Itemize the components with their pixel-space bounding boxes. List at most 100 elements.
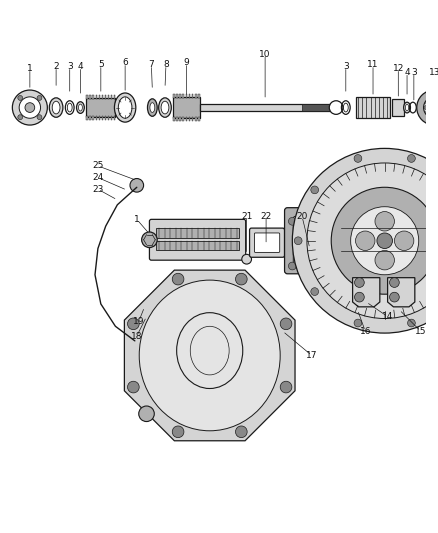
Circle shape: [389, 292, 399, 302]
Ellipse shape: [161, 101, 169, 114]
Bar: [198, 94, 200, 98]
Circle shape: [435, 98, 438, 102]
Circle shape: [19, 97, 41, 118]
Bar: [105, 116, 106, 120]
Ellipse shape: [118, 97, 132, 118]
Circle shape: [311, 288, 318, 295]
Ellipse shape: [77, 102, 84, 114]
Text: 24: 24: [92, 173, 103, 182]
Bar: [156, 241, 239, 251]
Text: 16: 16: [360, 327, 371, 336]
Circle shape: [236, 273, 247, 285]
FancyBboxPatch shape: [149, 220, 246, 260]
Circle shape: [375, 251, 394, 270]
Text: 9: 9: [184, 58, 189, 67]
Bar: [113, 95, 115, 99]
Polygon shape: [124, 270, 295, 441]
Ellipse shape: [114, 93, 136, 122]
Circle shape: [280, 381, 292, 393]
FancyBboxPatch shape: [250, 228, 285, 257]
Text: 14: 14: [382, 312, 393, 321]
Text: 25: 25: [92, 161, 104, 171]
Bar: [189, 117, 190, 121]
Circle shape: [294, 237, 302, 245]
Bar: [195, 94, 197, 98]
Bar: [173, 117, 174, 121]
Circle shape: [426, 110, 430, 115]
Bar: [179, 94, 181, 98]
Ellipse shape: [78, 104, 82, 111]
Text: 2: 2: [53, 62, 59, 71]
Circle shape: [172, 426, 184, 438]
Text: 13: 13: [428, 68, 438, 77]
Circle shape: [417, 90, 438, 125]
Circle shape: [289, 262, 296, 270]
Text: 1: 1: [27, 64, 33, 73]
Bar: [95, 95, 97, 99]
Bar: [186, 94, 187, 98]
Bar: [108, 116, 109, 120]
Ellipse shape: [404, 102, 410, 113]
Circle shape: [307, 163, 438, 319]
Bar: [86, 116, 88, 120]
FancyBboxPatch shape: [285, 208, 344, 274]
Text: 18: 18: [131, 332, 142, 341]
Circle shape: [356, 231, 375, 251]
Circle shape: [430, 98, 434, 102]
Circle shape: [331, 217, 339, 225]
Bar: [86, 95, 88, 99]
Text: 5: 5: [98, 60, 104, 69]
Circle shape: [354, 292, 364, 302]
Bar: [99, 95, 100, 99]
Circle shape: [289, 217, 296, 225]
Circle shape: [424, 97, 438, 118]
Circle shape: [25, 103, 35, 112]
Text: 4: 4: [404, 68, 410, 77]
Ellipse shape: [49, 98, 63, 117]
Circle shape: [18, 115, 23, 119]
Bar: [156, 228, 239, 238]
Ellipse shape: [405, 104, 409, 111]
Text: 23: 23: [92, 185, 104, 193]
Circle shape: [407, 319, 415, 327]
Polygon shape: [353, 278, 380, 307]
Circle shape: [172, 273, 184, 285]
Bar: [392, 99, 404, 116]
Circle shape: [377, 233, 392, 248]
Text: 19: 19: [133, 317, 145, 326]
Bar: [192, 117, 194, 121]
Bar: [198, 117, 200, 121]
Circle shape: [18, 95, 23, 100]
Circle shape: [139, 406, 154, 422]
FancyBboxPatch shape: [293, 216, 334, 265]
Bar: [92, 95, 94, 99]
Circle shape: [130, 179, 144, 192]
Bar: [192, 94, 194, 98]
Circle shape: [331, 187, 438, 294]
Bar: [200, 103, 336, 111]
Circle shape: [375, 212, 394, 231]
Circle shape: [407, 155, 415, 163]
Circle shape: [426, 101, 430, 104]
Circle shape: [354, 319, 362, 327]
Bar: [179, 117, 181, 121]
Circle shape: [394, 231, 414, 251]
Ellipse shape: [52, 101, 60, 114]
Text: 21: 21: [241, 212, 252, 221]
Ellipse shape: [150, 103, 155, 112]
Bar: [89, 116, 91, 120]
Bar: [189, 94, 190, 98]
Circle shape: [292, 148, 438, 333]
Ellipse shape: [148, 99, 157, 116]
Bar: [302, 103, 336, 111]
Bar: [102, 95, 103, 99]
Text: 22: 22: [261, 212, 272, 221]
Bar: [176, 94, 178, 98]
Text: 8: 8: [163, 60, 169, 69]
Circle shape: [12, 90, 47, 125]
Circle shape: [311, 186, 318, 194]
Bar: [186, 117, 187, 121]
Bar: [108, 95, 109, 99]
Circle shape: [329, 101, 343, 115]
Bar: [183, 94, 184, 98]
